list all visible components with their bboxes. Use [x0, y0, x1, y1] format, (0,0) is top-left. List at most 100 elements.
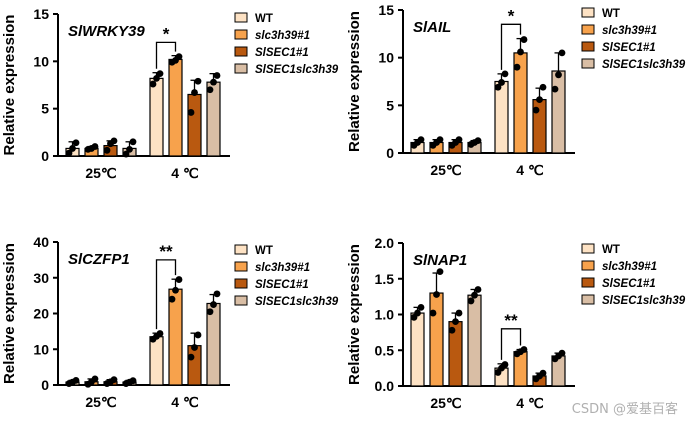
data-point: [433, 291, 440, 298]
bar: [206, 81, 221, 157]
y-tick-label: 5: [41, 101, 49, 117]
data-point: [210, 78, 217, 86]
data-point: [149, 80, 157, 88]
data-point: [417, 303, 425, 311]
category-label: 25℃: [85, 394, 117, 410]
data-point: [558, 49, 566, 57]
data-point: [175, 53, 183, 60]
data-point: [501, 70, 509, 78]
bar: [551, 70, 566, 154]
y-tick-label: 10: [33, 53, 49, 69]
significance-label: **: [159, 242, 173, 261]
legend-swatch: [581, 7, 595, 18]
data-point: [206, 308, 214, 316]
data-point: [175, 276, 183, 283]
legend-label: SlSEC1#1: [255, 47, 309, 59]
legend-label: WT: [255, 245, 273, 257]
legend-swatch: [581, 24, 595, 35]
y-tick-label: 20: [33, 306, 49, 322]
data-point: [206, 86, 214, 94]
data-point: [448, 326, 456, 334]
data-point: [429, 309, 437, 317]
y-tick-label: 0: [41, 148, 49, 164]
y-axis-label: Relative expression: [346, 11, 363, 152]
data-point: [122, 150, 130, 158]
data-point: [532, 106, 540, 114]
data-point: [194, 331, 202, 339]
y-tick-label: 1.5: [375, 271, 395, 287]
bar: [149, 77, 164, 157]
data-point: [153, 74, 160, 82]
data-point: [474, 137, 482, 145]
data-point: [191, 344, 198, 351]
legend-swatch: [581, 58, 595, 69]
data-point: [414, 309, 421, 317]
y-tick-label: 10: [378, 50, 394, 66]
y-tick-label: 40: [33, 234, 49, 250]
data-point: [210, 301, 217, 308]
significance-label: *: [508, 6, 515, 25]
legend-label: slc3h39#1: [602, 261, 657, 273]
data-point: [129, 377, 137, 385]
legend-swatch: [581, 277, 595, 288]
significance-bracket: [155, 259, 177, 330]
category-label: 4 ℃: [171, 165, 199, 181]
significance-label: **: [504, 311, 518, 330]
legend-swatch: [234, 261, 248, 272]
legend-label: slc3h39#1: [602, 25, 657, 37]
legend-label: SlSEC1slc3h39: [255, 64, 339, 76]
legend-swatch: [234, 63, 248, 74]
data-point: [91, 143, 99, 150]
data-point: [536, 96, 543, 104]
data-point: [494, 83, 502, 91]
data-point: [455, 309, 463, 317]
data-point: [156, 70, 164, 78]
category-label: 25℃: [430, 395, 462, 411]
panel-title: SlWRKY39: [68, 23, 145, 40]
data-point: [417, 136, 425, 144]
legend-label: SlSEC1#1: [602, 278, 656, 290]
data-point: [156, 330, 164, 337]
legend-swatch: [234, 244, 248, 255]
data-point: [65, 149, 73, 157]
legend-swatch: [234, 46, 248, 57]
data-point: [436, 268, 444, 275]
data-point: [539, 83, 547, 91]
y-axis-label: Relative expression: [1, 243, 18, 384]
data-point: [517, 48, 524, 56]
y-axis-label: Relative expression: [1, 15, 18, 156]
data-point: [436, 136, 444, 144]
legend-label: WT: [255, 13, 273, 25]
y-tick-label: 30: [33, 270, 49, 286]
y-tick-label: 10: [33, 341, 49, 357]
data-point: [69, 145, 76, 152]
legend-label: SlSEC1slc3h39: [602, 295, 686, 307]
category-label: 4 ℃: [516, 162, 544, 178]
data-point: [191, 89, 198, 96]
legend-label: SlSEC1#1: [255, 279, 309, 291]
data-point: [467, 297, 475, 305]
data-point: [551, 85, 559, 93]
data-point: [168, 295, 176, 303]
data-point: [187, 109, 195, 116]
legend-swatch: [581, 41, 595, 52]
bar: [429, 292, 444, 387]
bar: [187, 93, 202, 157]
chart-panel-4: 0.0 0.5 1.0 1.5 2.0 Relative expression SlNAP1…: [346, 235, 686, 411]
bar: [168, 58, 183, 157]
y-tick-label: 15: [378, 2, 394, 18]
data-point: [187, 353, 195, 361]
legend-swatch: [234, 278, 248, 289]
bar: [149, 336, 164, 386]
legend-label: SlSEC1slc3h39: [255, 296, 339, 308]
bar: [206, 302, 221, 386]
panel-title: SlCZFP1: [68, 251, 130, 268]
y-tick-label: 5: [386, 97, 394, 113]
chart-panel-3: 0 10 20 30 40 Relative expression SlCZFP1 25℃ 4 …: [1, 234, 339, 410]
y-tick-label: 0.0: [375, 378, 395, 394]
y-tick-label: 0: [41, 377, 49, 393]
y-tick-label: 1.0: [375, 307, 395, 323]
data-point: [126, 145, 133, 153]
data-point: [520, 36, 528, 43]
